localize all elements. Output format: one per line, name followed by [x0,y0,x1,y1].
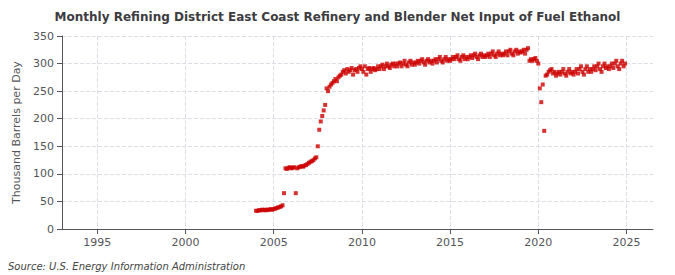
svg-text:2025: 2025 [613,236,641,249]
svg-text:Source: U.S. Energy Informatio: Source: U.S. Energy Information Administ… [8,261,245,272]
svg-text:200: 200 [33,112,54,125]
svg-text:300: 300 [33,57,54,70]
svg-text:2020: 2020 [524,236,552,249]
svg-text:2010: 2010 [348,236,376,249]
svg-text:100: 100 [33,167,54,180]
svg-text:350: 350 [33,30,54,43]
svg-text:0: 0 [47,223,54,236]
svg-text:1995: 1995 [83,236,111,249]
svg-text:Thousand Barrels per Day: Thousand Barrels per Day [10,61,23,205]
svg-text:Monthly Refining District East: Monthly Refining District East Coast Ref… [55,10,621,24]
svg-text:2005: 2005 [260,236,288,249]
svg-text:2015: 2015 [436,236,464,249]
svg-text:250: 250 [33,85,54,98]
svg-text:150: 150 [33,140,54,153]
svg-text:2000: 2000 [171,236,199,249]
svg-text:50: 50 [40,195,54,208]
